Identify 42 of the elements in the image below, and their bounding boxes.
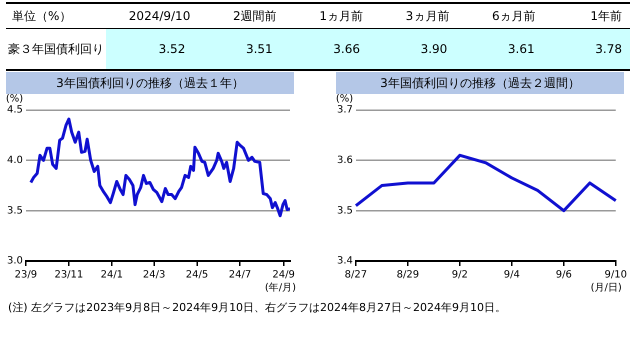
category-label: 2024/9/10 bbox=[128, 9, 192, 23]
data-label: 3.61 bbox=[506, 42, 536, 56]
x-tick-label: 24/5 bbox=[186, 270, 208, 281]
y-tick-label: 3.5 bbox=[336, 205, 353, 216]
y-tick-label: 3.5 bbox=[6, 205, 23, 216]
x-tick-label: 24/7 bbox=[228, 270, 252, 281]
x-tick-label: 24/9 bbox=[272, 270, 295, 281]
chart-title: 3年国債利回りの推移（過去２週間） bbox=[336, 72, 624, 94]
data-label: 3.90 bbox=[420, 42, 448, 56]
data-label: 3.66 bbox=[332, 42, 361, 56]
category-label: 6ヵ月前 bbox=[491, 8, 537, 24]
category-label: 1年前 bbox=[589, 8, 623, 24]
y-axis-title: (%) bbox=[6, 94, 24, 105]
x-tick-label: 23/9 bbox=[14, 270, 38, 281]
chart-title: 3年国債利回りの推移（過去１年） bbox=[6, 72, 294, 94]
data-label: 3.52 bbox=[158, 42, 186, 56]
category-label: 3ヵ月前 bbox=[404, 8, 450, 24]
data-label: 3.51 bbox=[244, 42, 274, 56]
text: 単位（%） bbox=[11, 8, 72, 24]
x-tick-label: 23/11 bbox=[54, 270, 84, 281]
y-tick-label: 3.7 bbox=[336, 104, 353, 116]
category-label: 2週間前 bbox=[232, 8, 278, 24]
x-tick-label: 9/10 bbox=[604, 270, 628, 281]
y-tick-label: 4.5 bbox=[6, 104, 23, 116]
category-label: 1ヵ月前 bbox=[318, 8, 364, 24]
text: (注) 左グラフは2023年9月8日～2024年9月10日、右グラフは2024年8月27日～2024年9月10日。 bbox=[8, 300, 506, 315]
y-tick-label: 3.6 bbox=[336, 154, 353, 166]
y-axis-title: (%) bbox=[336, 94, 354, 105]
series-label: 豪３年国債利回り bbox=[7, 41, 105, 58]
x-tick-label: 24/3 bbox=[142, 270, 166, 281]
y-tick-label: 3.0 bbox=[6, 256, 23, 267]
x-tick-label: 9/6 bbox=[556, 270, 572, 281]
x-tick-label: 8/27 bbox=[344, 270, 368, 281]
x-tick-label: 9/2 bbox=[452, 270, 468, 281]
x-tick-label: 8/29 bbox=[396, 270, 420, 281]
x-axis-title: (月/日) bbox=[590, 282, 622, 294]
x-tick-label: 9/4 bbox=[504, 270, 520, 281]
x-axis-title: (年/月) bbox=[264, 282, 296, 294]
y-tick-label: 3.4 bbox=[336, 256, 353, 267]
x-tick-label: 24/1 bbox=[100, 270, 124, 281]
data-label: 3.78 bbox=[594, 42, 623, 56]
y-tick-label: 4.0 bbox=[6, 154, 23, 166]
